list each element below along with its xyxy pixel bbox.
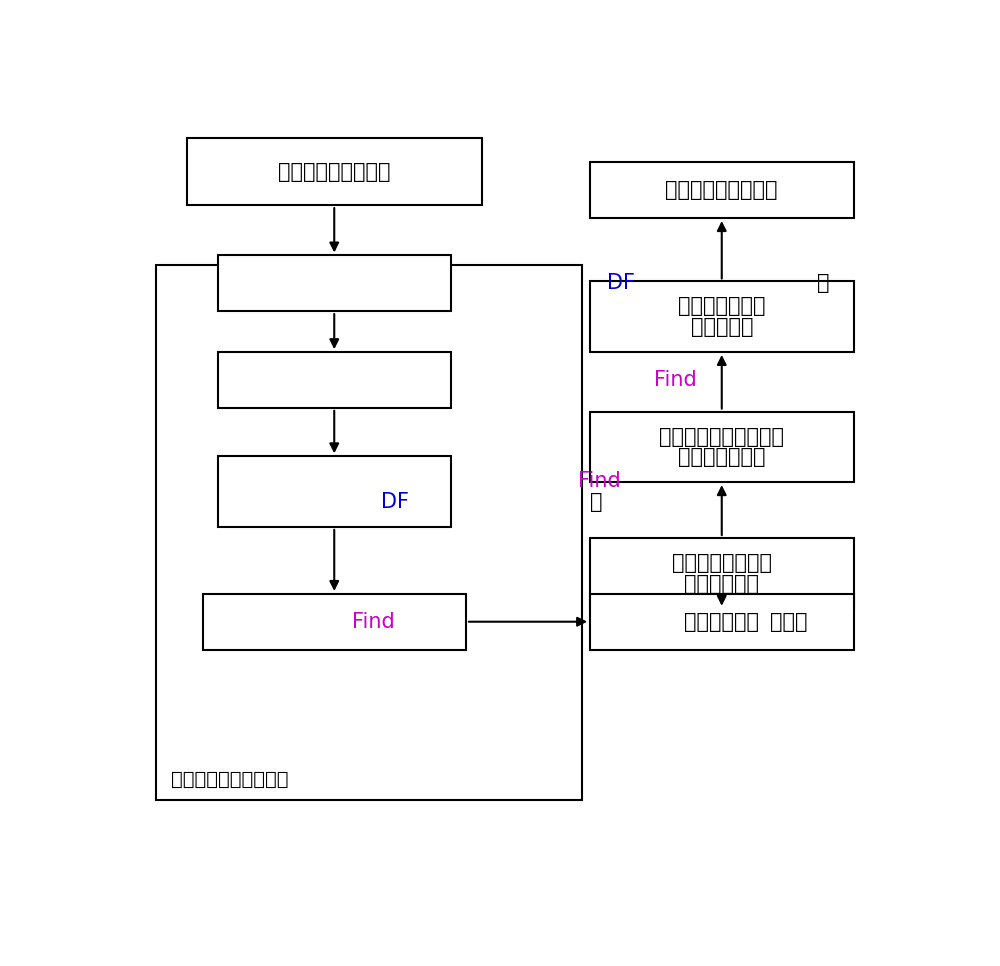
Bar [202,594,466,649]
Bar [218,352,450,408]
Text: 转发数据包: 转发数据包 [690,317,753,337]
Text: Find: Find [352,611,394,632]
Bar [590,594,854,649]
Bar [218,456,450,526]
Text: 计算数据包向邻居节点: 计算数据包向邻居节点 [659,427,784,446]
Text: 邻居节点按概率: 邻居节点按概率 [678,297,766,316]
Text: 节点链路状态: 节点链路状态 [684,574,759,594]
Text: 选择目标网关: 选择目标网关 [684,611,759,632]
Text: Find: Find [654,370,697,390]
Text: 数据包到达目的网关: 数据包到达目的网关 [666,181,778,200]
Bar [156,265,582,800]
Bar [590,162,854,218]
Bar [590,538,854,609]
Bar [187,138,482,205]
Bar [218,255,450,311]
Text: Find: Find [578,471,621,491]
Text: DF: DF [607,273,635,294]
Text: 表: 表 [590,492,602,512]
Text: 并广播: 并广播 [770,611,808,632]
Bar [590,412,854,482]
Text: 表: 表 [817,273,829,294]
Text: 的期望发送次数: 的期望发送次数 [678,447,766,468]
Text: DF: DF [381,492,409,512]
Text: 确定感知节点可达网关: 确定感知节点可达网关 [172,770,289,789]
Text: 无线传感器网络部署: 无线传感器网络部署 [278,161,390,182]
Bar [590,281,854,352]
Text: 感知节点计算邻居: 感知节点计算邻居 [672,553,772,573]
